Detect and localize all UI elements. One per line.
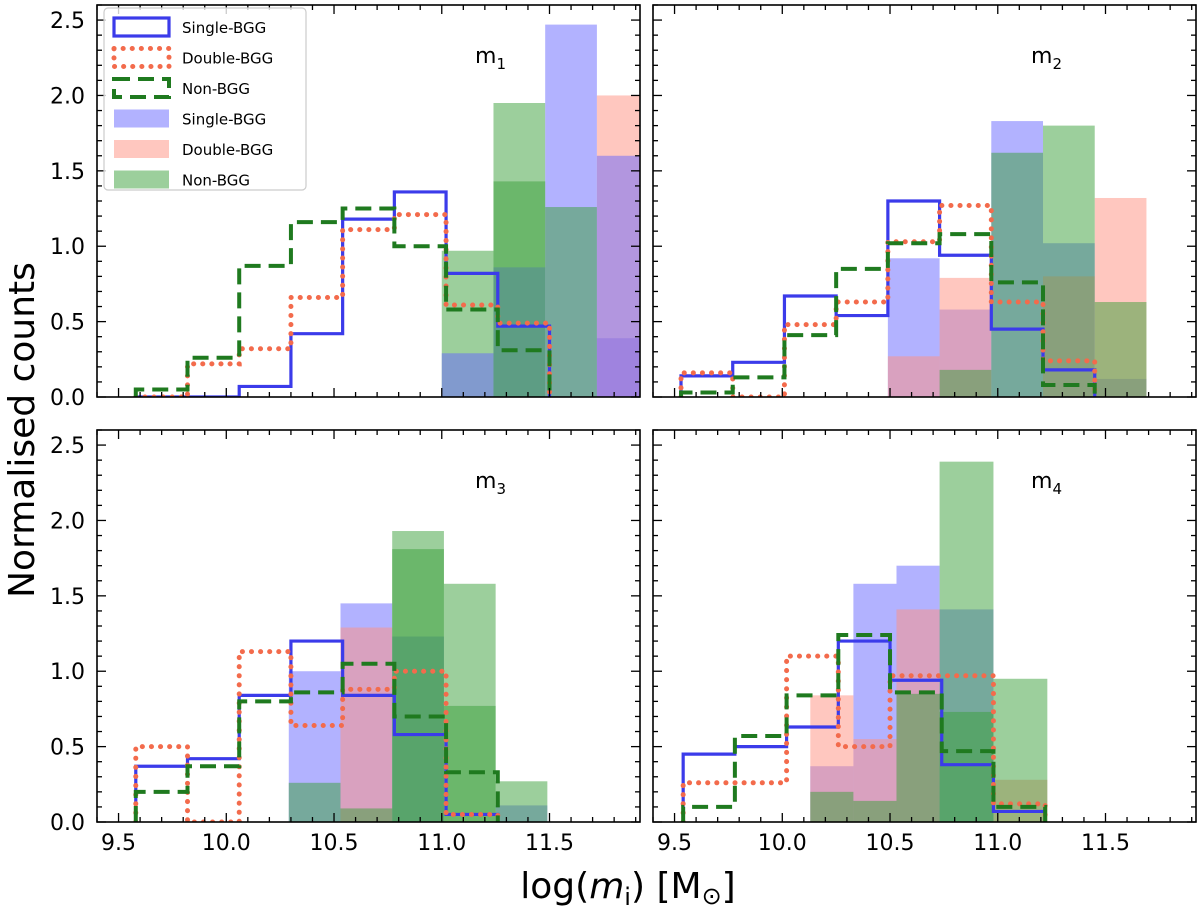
y-axis-title: Normalised counts <box>2 262 43 598</box>
y-tick-label: 2.5 <box>50 434 85 459</box>
panel-4-plot-area <box>680 461 1048 822</box>
y-tick-label: 2.0 <box>50 509 85 534</box>
legend-handle-step-non <box>112 77 171 99</box>
panel-label-sub: 2 <box>1052 55 1062 73</box>
y-tick-label: 1.0 <box>50 660 85 685</box>
panels: 0.00.51.01.52.02.5m1 m29.5 10.0 10.5 11.0 11.… <box>50 4 1197 856</box>
panel-label: m1 <box>475 44 506 73</box>
fill-bar-double <box>340 627 393 822</box>
fill-bar-non <box>493 181 546 397</box>
panel-label-var: m <box>475 469 496 494</box>
fill-bar-double <box>887 356 940 397</box>
legend-label: Non-BGG <box>182 80 250 98</box>
y-tick-label: 0.5 <box>50 736 85 761</box>
step-line-non <box>679 232 1097 397</box>
panel-label-var: m <box>1031 44 1052 69</box>
legend-label: Non-BGG <box>182 172 250 190</box>
x-tick-label: 11.5 <box>525 831 574 856</box>
step-line-double <box>133 212 552 397</box>
fill-bar-non <box>853 800 897 822</box>
x-axis-title-suffix: ) [M <box>631 866 702 907</box>
panel-2: m2 <box>652 4 1197 398</box>
x-tick-label: 9.5 <box>101 831 136 856</box>
fill-bar-non <box>896 693 940 822</box>
y-tick-label: 2.0 <box>50 84 85 109</box>
x-axis-title-sun: ⊙ <box>702 882 722 909</box>
panel-label-sub: 4 <box>1052 480 1062 498</box>
y-tick-label: 1.0 <box>50 235 85 260</box>
fill-bar-non <box>810 791 854 822</box>
x-axis-title-close: ] <box>722 866 736 907</box>
fill-bar-non <box>991 152 1044 397</box>
fill-bar-non <box>392 549 444 822</box>
fill-bar-non <box>1094 302 1147 397</box>
x-tick-label: 10.5 <box>866 831 915 856</box>
panel-1-plot-area <box>133 24 640 397</box>
panel-label: m4 <box>1031 469 1062 498</box>
x-tick-label: 11.5 <box>1081 831 1130 856</box>
fill-bar-non <box>545 207 597 397</box>
y-tick-label: 0.0 <box>50 811 85 836</box>
legend-handle-fill-double <box>114 140 169 158</box>
legend-handle-step-double <box>111 46 172 69</box>
panel-4: 9.5 10.0 10.5 11.0 11.5 m4 <box>652 429 1197 856</box>
fill-bar-non <box>1043 125 1095 397</box>
legend-handle-step-single <box>112 16 171 38</box>
panel-label-sub: 1 <box>496 55 506 73</box>
step-line-non <box>681 633 1048 822</box>
panel-1: 0.0 0.5 1.0 1.5 2.0 2.5 m1 <box>50 4 641 411</box>
step-line-non <box>133 206 552 397</box>
fill-bar-non <box>340 808 393 822</box>
fill-bar-non <box>443 705 496 822</box>
x-tick-label: 10.0 <box>202 831 251 856</box>
legend-label: Single-BGG <box>182 19 266 37</box>
fill-bar-non <box>495 781 548 822</box>
legend-label: Double-BGG <box>182 50 273 68</box>
panel-3: 9.5 10.0 10.5 11.0 11.5 0.0 0.5 1.0 1.5 2.0 2.5 m3 <box>50 429 641 856</box>
panel-3-plot-area <box>133 531 548 822</box>
fill-bar-non <box>939 711 994 822</box>
fill-bar-non <box>993 678 1048 822</box>
legend-handle-fill-non <box>114 170 169 189</box>
y-tick-label: 1.5 <box>50 160 85 185</box>
x-axis-title: log(mi) [M⊙] <box>520 866 735 909</box>
panel-label: m3 <box>475 469 506 498</box>
panel-label-var: m <box>1031 469 1052 494</box>
fill-bar-single <box>596 155 640 397</box>
x-tick-label: 11.0 <box>973 831 1022 856</box>
panel-label-var: m <box>475 44 496 69</box>
y-tick-label: 1.5 <box>50 585 85 610</box>
y-tick-label: 2.5 <box>50 9 85 34</box>
legend: Single-BGG Double-BGG Non-BGG Single-BGG Dou… <box>103 7 307 191</box>
x-axis-title-prefix: log( <box>520 866 589 907</box>
panel-label: m2 <box>1031 44 1062 73</box>
legend-label: Double-BGG <box>182 141 273 159</box>
fill-bar-non <box>939 369 992 397</box>
legend-label: Single-BGG <box>182 111 266 129</box>
x-tick-label: 10.5 <box>310 831 359 856</box>
step-line-double <box>680 653 1048 822</box>
y-tick-label: 0.0 <box>50 386 85 411</box>
panel-2-plot-area <box>678 121 1147 397</box>
y-tick-label: 0.5 <box>50 311 85 336</box>
x-axis-title-var: m <box>589 866 624 907</box>
fill-bar-non <box>288 782 341 822</box>
x-tick-label: 10.0 <box>758 831 807 856</box>
legend-handle-fill-single <box>114 109 169 128</box>
x-axis-title-sub: i <box>624 883 631 909</box>
step-line-double <box>133 649 501 822</box>
fill-bar-single <box>441 353 494 397</box>
panel-label-sub: 3 <box>496 480 506 498</box>
x-tick-label: 9.5 <box>657 831 692 856</box>
x-tick-label: 11.0 <box>417 831 466 856</box>
step-line-single <box>135 190 552 397</box>
